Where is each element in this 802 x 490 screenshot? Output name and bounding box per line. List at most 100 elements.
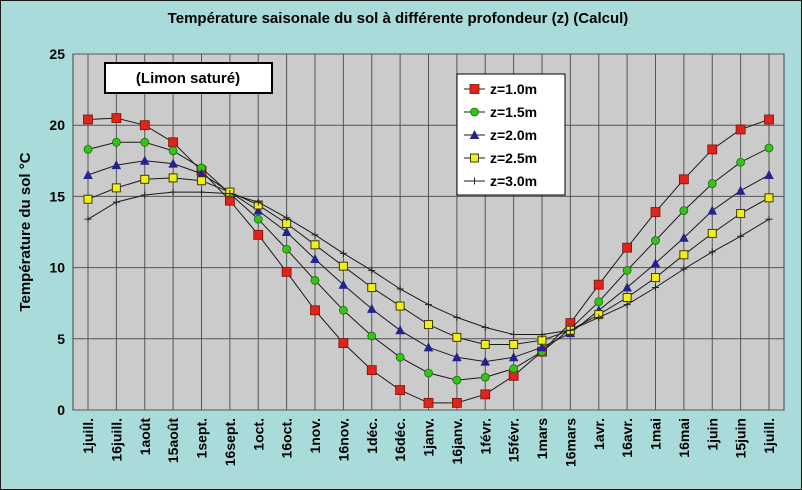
point-4-12 <box>425 301 432 309</box>
x-tick-label-6: 1oct. <box>250 418 266 451</box>
legend-label-1: z=1.5m <box>490 104 537 120</box>
point-1-9 <box>338 305 348 315</box>
legend-label-0: z=1.0m <box>490 81 537 97</box>
series-3 <box>83 173 774 349</box>
point-3-22 <box>707 228 717 238</box>
point-4-19 <box>623 301 631 309</box>
point-0-18 <box>593 279 604 290</box>
y-tick-label-0: 0 <box>57 402 65 418</box>
x-tick-label-9: 16nov. <box>335 418 351 461</box>
point-3-19 <box>622 293 632 303</box>
point-1-12 <box>424 368 433 378</box>
point-2-3 <box>168 158 178 168</box>
legend: z=1.0m z=1.5m z=2.0m z=2.5m z=3.0m <box>456 73 566 196</box>
point-3-11 <box>395 301 405 311</box>
legend-item-4: z=3.0m <box>464 173 537 189</box>
point-3-1 <box>111 183 121 193</box>
x-tick-label-21: 16mai <box>676 418 692 458</box>
y-tick-label-2: 10 <box>49 260 65 276</box>
legend-item-2: z=2.0m <box>464 127 537 143</box>
point-4-5 <box>226 190 234 198</box>
point-4-7 <box>283 214 291 222</box>
point-3-14 <box>480 339 490 349</box>
point-4-13 <box>453 313 461 321</box>
point-3-24 <box>764 193 774 203</box>
point-4-2 <box>141 191 149 199</box>
point-1-0 <box>83 145 93 154</box>
annotation-frame <box>104 62 273 94</box>
legend-label-2: z=2.0m <box>490 127 537 143</box>
point-4-15 <box>510 331 518 339</box>
point-0-23 <box>735 124 746 135</box>
x-tick-label-7: 16oct. <box>279 418 295 458</box>
legend-label-4: z=3.0m <box>490 173 537 189</box>
point-2-4 <box>196 168 207 178</box>
series-4 <box>84 188 773 339</box>
point-1-2 <box>140 137 150 147</box>
point-1-24 <box>764 143 774 153</box>
point-4-23 <box>737 232 745 240</box>
legend-label-3: z=2.5m <box>490 150 537 166</box>
y-axis-label: Température du sol °C <box>17 152 34 311</box>
x-tick-label-18: 1avr. <box>591 418 607 450</box>
annotation-box: (Limon saturé) <box>104 62 273 94</box>
x-tick-label-15: 15févr. <box>506 418 522 462</box>
point-3-4 <box>197 176 206 186</box>
point-4-3 <box>169 188 177 196</box>
point-4-16 <box>538 331 546 339</box>
point-2-9 <box>338 279 349 289</box>
point-0-24 <box>764 114 774 125</box>
y-tick-label-3: 15 <box>49 188 65 204</box>
point-3-2 <box>140 174 150 184</box>
point-2-19 <box>622 282 632 292</box>
x-tick-label-11: 16déc. <box>392 418 408 462</box>
point-2-2 <box>139 155 150 165</box>
point-4-17 <box>566 326 574 334</box>
x-tick-label-8: 1nov. <box>307 418 323 454</box>
point-2-16 <box>537 342 547 352</box>
legend-item-3: z=2.5m <box>464 150 537 166</box>
legend-item-0: z=1.0m <box>464 81 537 97</box>
point-4-10 <box>368 266 376 274</box>
x-tick-label-16: 1mars <box>534 418 550 459</box>
point-3-9 <box>338 261 348 271</box>
point-1-21 <box>679 206 689 216</box>
point-2-12 <box>423 342 434 352</box>
point-4-18 <box>595 313 603 321</box>
point-3-13 <box>452 332 462 342</box>
point-0-3 <box>168 137 179 148</box>
x-axis-ticks: 1juill. 16juill. 1août 15août 1sept. 16sept. 1… <box>80 418 777 467</box>
point-0-10 <box>366 365 377 376</box>
point-4-14 <box>481 323 489 331</box>
legend-item-1: z=1.5m <box>464 104 537 120</box>
point-0-19 <box>622 242 633 253</box>
point-1-10 <box>367 331 377 341</box>
point-2-14 <box>480 356 491 366</box>
y-tick-label-4: 20 <box>49 117 65 133</box>
point-3-15 <box>509 339 519 349</box>
point-4-9 <box>339 249 347 257</box>
x-tick-label-1: 16juill. <box>108 418 124 462</box>
point-1-23 <box>736 157 746 167</box>
x-tick-label-13: 16janv. <box>449 418 465 464</box>
point-0-6 <box>253 229 264 240</box>
point-0-14 <box>480 389 491 400</box>
point-2-7 <box>281 227 292 236</box>
x-tick-label-12: 1janv. <box>421 418 437 457</box>
point-4-1 <box>112 198 120 206</box>
point-1-3 <box>168 146 178 156</box>
point-2-22 <box>707 205 718 215</box>
point-2-21 <box>679 232 689 242</box>
y-tick-label-5: 25 <box>49 46 65 62</box>
x-tick-label-17: 16mars <box>562 418 578 467</box>
point-1-18 <box>594 297 604 307</box>
point-0-8 <box>310 305 320 316</box>
x-tick-label-23: 15juin <box>733 418 749 458</box>
x-tick-label-24: 1juill. <box>761 418 777 454</box>
point-1-11 <box>395 352 405 362</box>
x-tick-label-20: 1mai <box>648 418 664 450</box>
legend-marker-3 <box>470 153 479 163</box>
point-4-20 <box>652 284 659 292</box>
